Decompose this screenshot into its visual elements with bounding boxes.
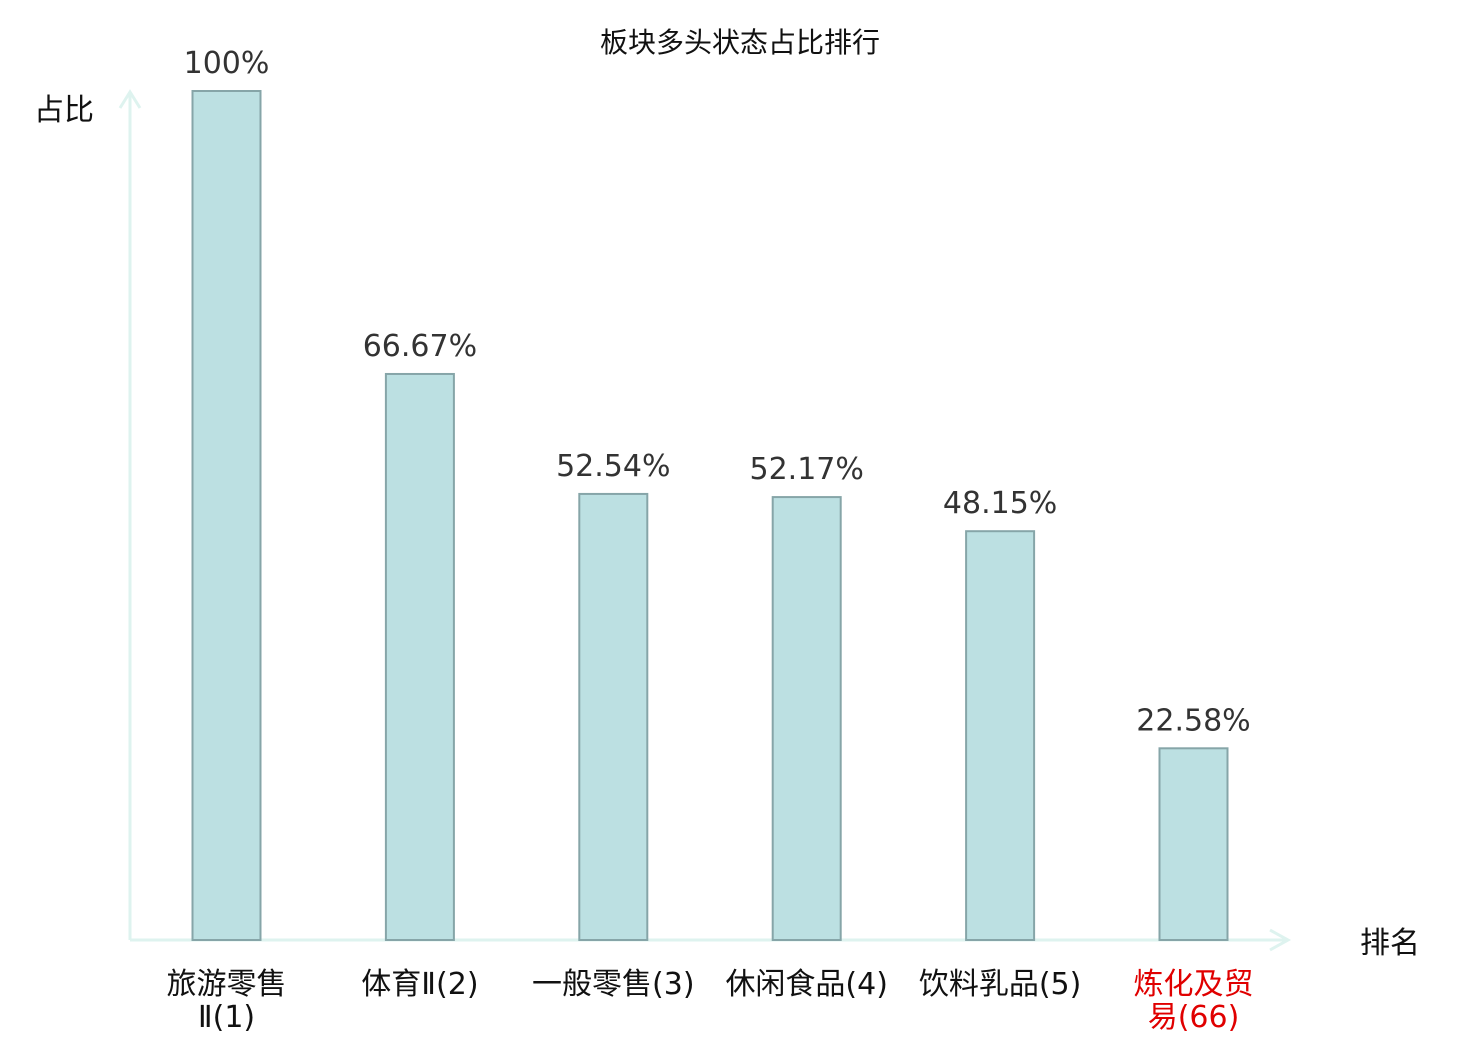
x-axis [130, 928, 1292, 952]
bar-value-label: 22.58% [1136, 703, 1250, 738]
category-tick-label: 一般零售(3) [532, 967, 695, 1002]
category-tick-label: 炼化及贸 [1134, 967, 1254, 1002]
category-tick-label: 体育Ⅱ(2) [361, 967, 478, 1002]
bar-value-label: 52.17% [750, 452, 864, 487]
x-axis-label: 排名 [1360, 926, 1420, 961]
y-axis-label: 占比 [34, 93, 94, 128]
category-tick-label: 饮料乳品(5) [919, 967, 1082, 1002]
bar [771, 496, 842, 941]
bar-value-label: 66.67% [363, 329, 477, 364]
value-labels-group: 100% 66.67% 52.54% 52.17% 48.15% 22.58% [184, 46, 1251, 738]
bars-group [191, 90, 1229, 942]
bar [191, 90, 262, 941]
x-axis-arrow-icon [1269, 928, 1292, 952]
bar-value-label: 48.15% [943, 486, 1057, 521]
bar [965, 530, 1036, 941]
y-axis [118, 89, 142, 940]
bar [1158, 747, 1229, 941]
bar [384, 372, 455, 942]
bar [578, 492, 649, 941]
y-axis-arrow-icon [118, 89, 142, 109]
bar-value-label: 52.54% [556, 449, 670, 484]
bar-value-label: 100% [184, 46, 270, 81]
category-tick-label: Ⅱ(1) [198, 1000, 255, 1035]
category-tick-label: 易(66) [1148, 1000, 1240, 1035]
category-tick-label: 旅游零售 [167, 967, 287, 1002]
chart-title: 板块多头状态占比排行 [600, 26, 880, 59]
category-tick-label: 休闲食品(4) [725, 967, 888, 1002]
